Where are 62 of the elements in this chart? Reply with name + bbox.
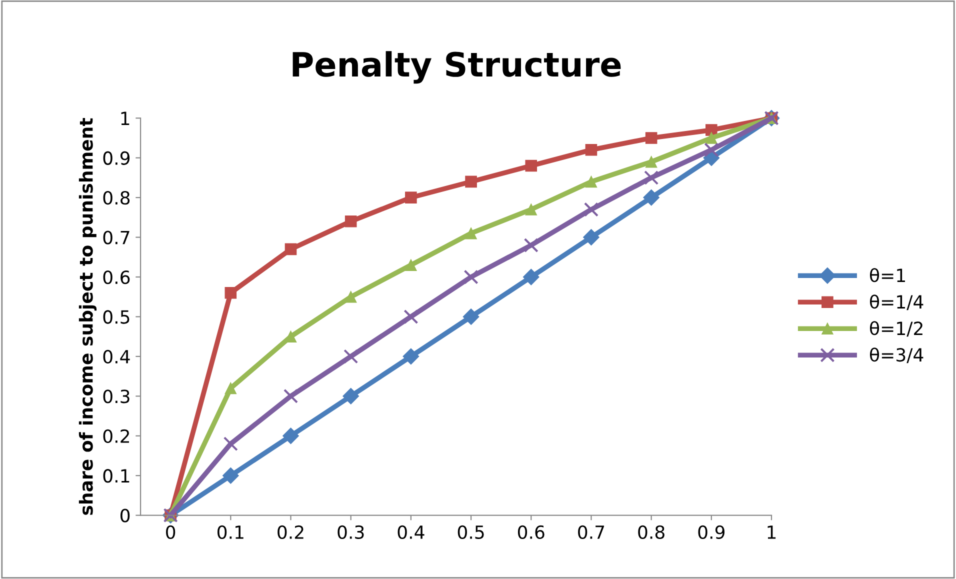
x-tick-label: 0.5	[458, 525, 484, 540]
legend-label: θ=3/4	[870, 348, 924, 364]
point	[344, 290, 357, 303]
x-tick-label: 0.2	[278, 525, 304, 540]
x-tick-label: 1	[768, 526, 776, 539]
y-tick-label: 0.2	[103, 429, 129, 443]
x-tick-label: 0.8	[638, 525, 664, 540]
x-tick-label: 0.7	[578, 525, 604, 540]
point	[405, 259, 417, 271]
point	[705, 132, 718, 144]
y-tick-label: 0	[120, 508, 130, 522]
point	[282, 428, 299, 444]
point	[584, 202, 599, 217]
point	[344, 349, 358, 364]
y-tick-label: 0.4	[103, 350, 130, 364]
x-tick-label: 0.6	[518, 525, 544, 540]
point	[525, 204, 538, 216]
point	[342, 388, 360, 404]
point	[223, 436, 238, 452]
legend-label: θ=1	[870, 268, 905, 282]
point	[524, 238, 538, 253]
point	[462, 308, 480, 325]
chart-title: Penalty Structure	[292, 51, 621, 84]
point	[643, 189, 660, 206]
point	[645, 132, 658, 144]
point	[402, 348, 420, 365]
x-tick-label: 0.3	[338, 525, 364, 540]
y-tick-label: 0.6	[103, 270, 130, 284]
y-tick-label: 0.3	[103, 390, 130, 404]
point	[405, 192, 417, 204]
x-tick-label: 0	[166, 525, 176, 540]
point	[344, 215, 357, 228]
point	[644, 170, 659, 185]
y-tick-label: 0.8	[103, 191, 130, 205]
x-tick-label: 0.9	[698, 525, 724, 540]
y-tick-label: 1	[121, 112, 130, 125]
y-tick-label: 0.9	[103, 151, 130, 165]
y-tick-label: 0.5	[103, 310, 130, 324]
point	[522, 268, 540, 286]
point	[404, 309, 418, 324]
point	[705, 124, 718, 136]
point	[224, 286, 237, 299]
y-tick-label: 0.7	[103, 230, 130, 244]
point	[525, 160, 538, 172]
point	[224, 382, 237, 394]
y-tick-label: 0.1	[103, 469, 130, 483]
x-tick-label: 0.1	[218, 525, 244, 540]
legend-label: θ=1/2	[870, 321, 922, 337]
x-tick-label: 0.4	[398, 525, 424, 540]
point	[464, 270, 478, 284]
point	[283, 388, 298, 404]
point	[583, 229, 600, 246]
point	[465, 227, 477, 240]
point	[284, 243, 297, 256]
point	[585, 144, 598, 156]
point	[704, 142, 719, 158]
point	[465, 176, 477, 188]
point	[585, 176, 598, 188]
legend-label: θ=1/4	[870, 294, 924, 310]
point	[222, 467, 239, 484]
point	[645, 156, 658, 168]
y-axis-title: share of income subject to punishment	[78, 118, 97, 515]
